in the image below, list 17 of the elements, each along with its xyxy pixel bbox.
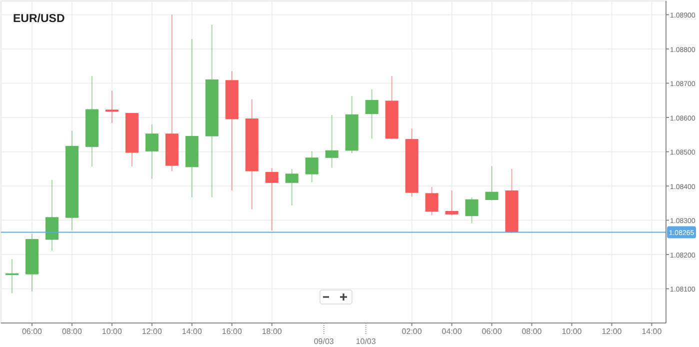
x-tick-label: 14:00 <box>182 327 202 336</box>
x-tick-label: 02:00 <box>402 327 422 336</box>
x-tick-label: 04:00 <box>442 327 462 336</box>
x-tick-label: 18:00 <box>262 327 282 336</box>
text: 10/03 <box>356 337 376 346</box>
x-tick-label: 12:00 <box>142 327 162 336</box>
x-tick-label: 08:00 <box>522 327 542 336</box>
x-tick-label: 14:00 <box>642 327 662 336</box>
x-tick-label: 06:00 <box>482 327 502 336</box>
text: EUR/USD <box>13 13 65 25</box>
x-tick-label: 16:00 <box>222 327 242 336</box>
x-tick-label: 10:00 <box>102 327 123 336</box>
x-tick-label: 06:00 <box>22 327 43 336</box>
x-tick-label: 10:00 <box>562 327 582 336</box>
x-tick-label: 12:00 <box>602 327 622 336</box>
text: 09/03 <box>314 337 334 346</box>
x-tick-label: 08:00 <box>62 327 83 336</box>
